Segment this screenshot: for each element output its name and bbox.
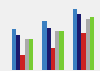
Bar <box>86 19 90 71</box>
Bar <box>12 29 16 71</box>
Bar <box>29 39 33 71</box>
Bar <box>47 28 51 71</box>
Bar <box>77 14 81 71</box>
Bar <box>55 31 59 71</box>
Bar <box>25 39 29 71</box>
Bar <box>20 55 25 71</box>
Bar <box>42 21 47 71</box>
Bar <box>16 35 20 71</box>
Bar <box>90 17 94 71</box>
Bar <box>51 48 55 71</box>
Bar <box>59 31 64 71</box>
Bar <box>81 33 86 71</box>
Bar <box>73 9 77 71</box>
